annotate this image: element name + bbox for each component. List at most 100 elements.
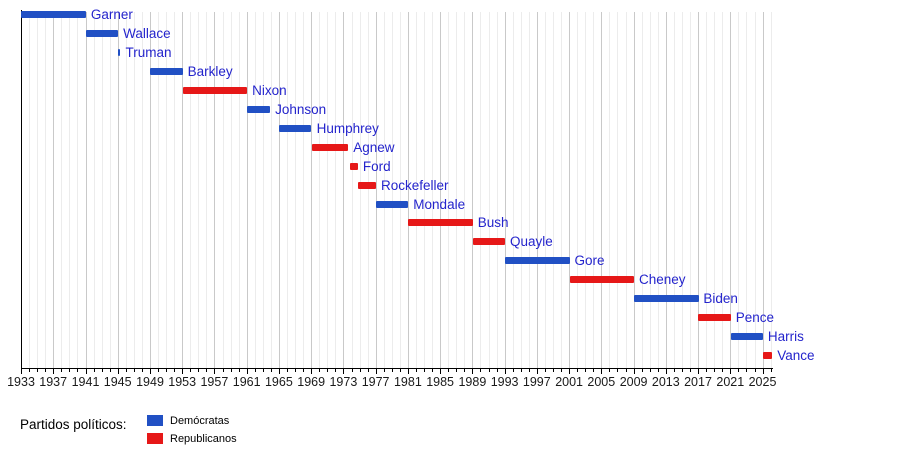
minor-gridline [673, 12, 675, 368]
minor-gridline [270, 12, 272, 368]
minor-axis-tick [738, 369, 740, 372]
minor-axis-tick [528, 369, 530, 372]
major-axis-tick [311, 369, 313, 374]
minor-axis-tick [319, 369, 321, 372]
minor-gridline [706, 12, 708, 368]
minor-gridline [166, 12, 168, 368]
timeline-bar-cheney [569, 276, 634, 284]
minor-gridline [303, 12, 305, 368]
minor-axis-tick [198, 369, 200, 372]
minor-gridline [649, 12, 651, 368]
minor-axis-tick [125, 369, 127, 372]
minor-gridline [61, 12, 63, 368]
minor-axis-tick [327, 369, 329, 372]
minor-axis-tick [577, 369, 579, 372]
minor-gridline [367, 12, 369, 368]
minor-axis-tick [174, 369, 176, 372]
axis-tick-label: 1969 [297, 375, 326, 389]
major-axis-tick [407, 369, 409, 374]
major-axis-tick [343, 369, 345, 374]
axis-tick-label: 1957 [200, 375, 229, 389]
minor-axis-tick [561, 369, 562, 372]
minor-axis-tick [399, 369, 401, 372]
minor-axis-tick [456, 369, 458, 372]
axis-tick-label: 2009 [619, 375, 648, 389]
major-axis-tick [214, 369, 216, 374]
minor-gridline [544, 12, 546, 368]
major-gridline [569, 12, 571, 368]
timeline-bar-harris [730, 333, 763, 341]
minor-gridline [496, 12, 498, 368]
major-axis-tick [440, 369, 442, 374]
legend: Partidos políticos: Demócratas Republica… [0, 408, 900, 450]
timeline-bar-garner [21, 11, 86, 18]
axis-tick-label: 1989 [458, 375, 487, 389]
major-gridline [633, 12, 635, 368]
minor-gridline [593, 12, 595, 368]
minor-gridline [141, 12, 143, 368]
minor-axis-tick [29, 369, 31, 372]
minor-axis-tick [464, 369, 466, 372]
axis-tick-label: 1977 [361, 375, 390, 389]
axis-tick-label: 1965 [264, 375, 293, 389]
minor-gridline [351, 12, 353, 368]
minor-gridline [383, 12, 385, 368]
minor-axis-tick [585, 369, 587, 372]
minor-axis-tick [190, 369, 192, 372]
bar-label-harris: Harris [767, 329, 804, 345]
minor-axis-tick [553, 369, 554, 372]
minor-gridline [319, 12, 321, 368]
minor-gridline [262, 12, 264, 368]
axis-tick-label: 1973 [329, 375, 358, 389]
axis-tick-label: 2005 [587, 375, 616, 389]
major-axis-tick [246, 369, 248, 374]
minor-axis-tick [158, 369, 159, 372]
bar-label-garner: Garner [90, 7, 133, 22]
minor-axis-tick [706, 369, 708, 372]
minor-axis-tick [335, 369, 337, 372]
minor-axis-tick [359, 369, 361, 372]
timeline-bar-mondale [376, 200, 409, 208]
bar-label-vance: Vance [777, 348, 815, 364]
minor-axis-tick [133, 369, 135, 372]
major-gridline [150, 12, 151, 368]
minor-axis-tick [424, 369, 425, 372]
minor-gridline [198, 12, 200, 368]
major-gridline [246, 12, 248, 368]
bar-label-wallace: Wallace [123, 25, 171, 41]
minor-gridline [528, 12, 530, 368]
minor-axis-tick [448, 369, 450, 372]
major-gridline [472, 12, 474, 368]
minor-axis-tick [488, 369, 490, 372]
major-axis-tick [85, 369, 87, 374]
democrat-color-swatch [147, 415, 163, 426]
timeline-bar-bush [408, 219, 473, 227]
major-gridline [278, 12, 280, 368]
minor-axis-tick [166, 369, 168, 372]
minor-axis-tick [391, 369, 393, 372]
major-gridline [375, 12, 377, 368]
axis-tick-label: 1945 [103, 375, 132, 389]
minor-gridline [391, 12, 393, 368]
minor-axis-tick [746, 369, 748, 372]
minor-axis-tick [593, 369, 595, 372]
major-axis-tick [472, 369, 474, 374]
minor-gridline [415, 12, 417, 368]
minor-axis-tick [617, 369, 619, 372]
timeline-bar-biden [634, 295, 699, 303]
minor-gridline [133, 12, 135, 368]
timeline-bar-truman [118, 48, 121, 56]
bar-label-agnew: Agnew [353, 139, 395, 155]
bar-label-quayle: Quayle [510, 234, 553, 250]
timeline-bar-agnew [311, 143, 349, 151]
minor-axis-tick [206, 369, 208, 372]
axis-tick-label: 1953 [168, 375, 197, 389]
x-axis-line [21, 368, 773, 369]
minor-gridline [287, 12, 288, 368]
minor-gridline [190, 12, 192, 368]
legend-title: Partidos políticos: [20, 417, 127, 432]
minor-gridline [230, 12, 232, 368]
minor-axis-tick [512, 369, 514, 372]
minor-axis-tick [432, 369, 434, 372]
minor-gridline [448, 12, 450, 368]
